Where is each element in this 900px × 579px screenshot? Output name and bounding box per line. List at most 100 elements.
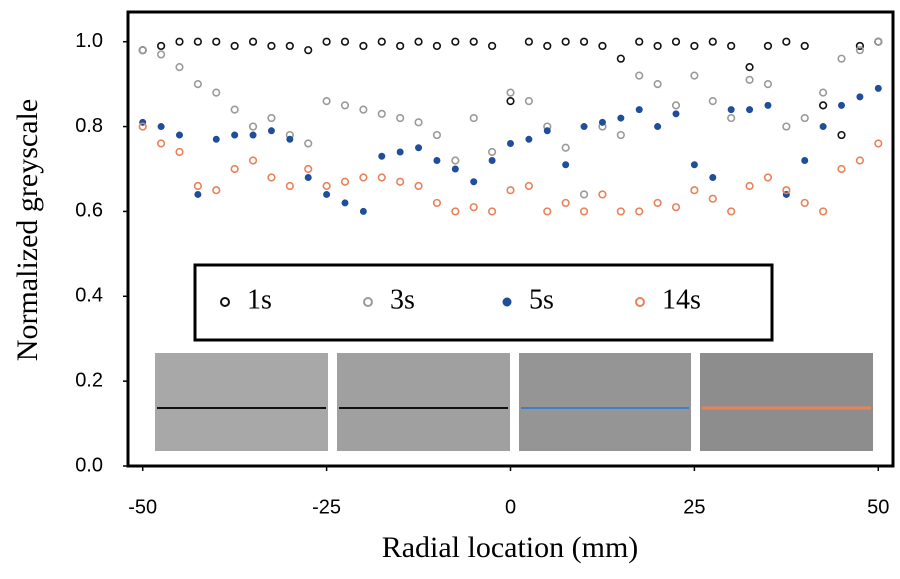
data-point [855, 46, 864, 55]
data-point [727, 41, 736, 51]
data-point [635, 106, 643, 114]
data-point [708, 97, 717, 106]
y-axis-title: Normalized greyscale [11, 99, 44, 361]
data-point [524, 97, 533, 106]
data-point [193, 181, 202, 191]
data-point [488, 147, 497, 157]
x-tick-label: -50 [128, 496, 157, 518]
data-point [635, 207, 644, 216]
data-point [874, 84, 882, 92]
data-point [414, 118, 423, 127]
legend-label: 5s [529, 284, 554, 315]
data-point [340, 37, 350, 46]
y-tick-label: 0.8 [75, 115, 103, 137]
data-point [653, 41, 662, 51]
data-point [396, 148, 404, 156]
data-point [175, 37, 184, 46]
series [139, 84, 882, 215]
data-point [157, 50, 166, 59]
data-point [653, 198, 662, 208]
data-point [285, 181, 294, 191]
data-point [855, 41, 864, 51]
data-point [727, 207, 736, 216]
data-point [525, 135, 533, 143]
data-point [157, 41, 166, 51]
data-point [524, 37, 533, 46]
y-tick-label: 0.4 [75, 285, 103, 307]
data-point [561, 37, 570, 46]
data-point [579, 190, 589, 199]
series [138, 122, 883, 216]
data-point [782, 186, 791, 195]
data-point [212, 135, 220, 143]
legend-marker [502, 297, 512, 307]
data-point [359, 173, 368, 182]
data-point [764, 101, 772, 109]
data-point [285, 41, 294, 51]
data-point [562, 161, 570, 169]
data-point [690, 71, 699, 80]
data-point [653, 80, 662, 89]
data-point [690, 41, 699, 51]
data-point [616, 207, 625, 216]
data-point [231, 131, 239, 139]
data-point [488, 207, 497, 216]
data-point [304, 139, 313, 148]
data-point [616, 130, 625, 140]
legend-label: 14s [662, 284, 701, 315]
data-point [322, 97, 331, 106]
inset-image [337, 353, 510, 451]
data-point [432, 130, 442, 140]
x-tick-label: -25 [312, 496, 341, 518]
data-point [451, 37, 460, 46]
data-point [396, 177, 405, 186]
data-point [709, 173, 717, 181]
x-tick-label: 50 [867, 496, 889, 518]
data-point [248, 37, 258, 46]
data-point [267, 127, 275, 135]
data-point [819, 88, 828, 97]
data-point [432, 41, 442, 51]
data-point [598, 190, 607, 199]
legend-marker [363, 297, 373, 307]
data-point [175, 147, 184, 157]
y-tick-label: 0.6 [75, 200, 103, 222]
data-point [819, 207, 828, 216]
data-point [543, 41, 552, 51]
data-point [488, 157, 496, 165]
data-point [580, 123, 588, 131]
data-point [359, 105, 368, 114]
data-point [212, 88, 221, 97]
data-point [157, 139, 166, 148]
data-point [451, 156, 460, 165]
data-point [377, 109, 386, 118]
data-point [800, 198, 809, 208]
data-point [322, 37, 331, 46]
data-point [323, 190, 331, 198]
data-point [157, 123, 165, 131]
data-point [194, 190, 202, 198]
data-point [304, 164, 313, 174]
data-point [248, 122, 258, 131]
data-point [433, 157, 441, 165]
data-point [212, 186, 221, 195]
data-point [488, 41, 497, 51]
data-point [746, 106, 754, 114]
data-point [470, 178, 478, 186]
data-point [671, 101, 681, 110]
y-tick-label: 0.2 [75, 369, 103, 391]
legend-label: 1s [247, 284, 272, 315]
data-point [635, 37, 644, 46]
data-point [507, 140, 514, 148]
data-point [672, 110, 680, 118]
data-point [341, 199, 349, 207]
data-point [561, 143, 570, 152]
data-point [837, 54, 846, 63]
data-point [635, 71, 644, 80]
data-point [727, 113, 736, 123]
data-point [193, 80, 202, 89]
data-point [138, 46, 147, 55]
data-point [745, 181, 754, 191]
data-point [506, 186, 515, 195]
x-tick-label: 25 [683, 496, 705, 518]
